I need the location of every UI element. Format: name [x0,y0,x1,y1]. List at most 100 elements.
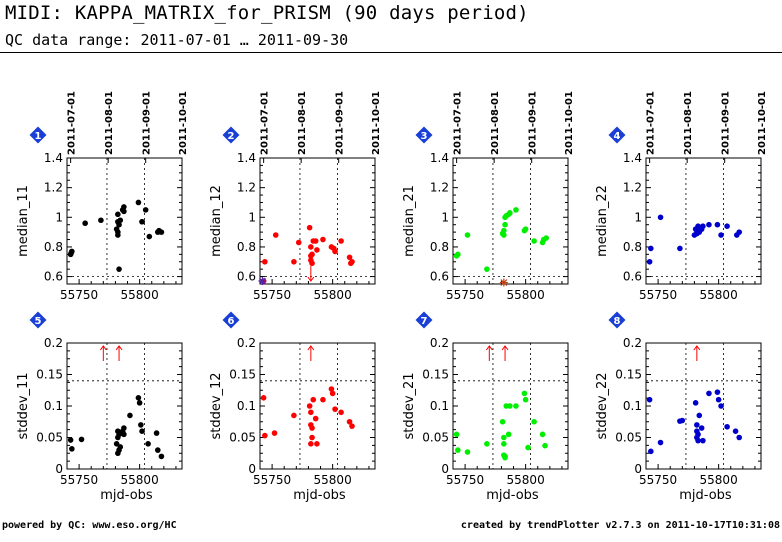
x-tick-label: 55800 [121,473,159,487]
data-point [139,428,145,435]
data-point [115,229,121,235]
footer-powered-by: powered by QC: www.eso.org/HC [2,520,177,531]
data-point [135,199,142,206]
data-point [117,444,124,450]
data-point [82,220,88,227]
panel-number: 1 [35,131,42,142]
date-tick-label: 2011-08-01 [683,91,694,155]
date-tick-label: 2011-09-01 [142,91,153,155]
page-subtitle: QC data range: 2011-07-01 … 2011-09-30 [5,31,349,49]
footer-created-by: created by trendPlotter v2.7.3 on 2011-1… [460,520,780,531]
data-point [115,211,121,218]
data-point [648,448,654,455]
y-tick-label: 1.4 [237,151,256,165]
data-point [121,204,127,210]
chart-panel-5: 0 0.05 0.1 0.15 0.2 55750 55800 stddev_11 mjd-ob… [16,311,183,503]
plot-frame [259,157,376,285]
data-point [309,251,315,258]
data-point [455,251,461,258]
outlier-arrow-head [99,345,107,351]
y-tick-label: 0.15 [422,368,449,382]
data-point [715,396,722,403]
title-divider [0,52,782,53]
panel-number: 8 [614,316,621,327]
data-point [291,412,297,419]
data-point [262,432,268,439]
outlier-arrow-head [693,345,701,351]
data-point [338,409,344,416]
plot-frame [645,157,762,285]
date-tick-label: 2011-07-01 [453,91,464,155]
panel-number: 7 [421,316,428,327]
y-tick-label: 1.2 [44,181,63,195]
x-tick-label: 55800 [121,288,159,302]
y-tick-label: 1.2 [430,181,449,195]
data-point [329,390,336,397]
y-tick-label: 0.15 [36,368,63,382]
data-point [507,403,513,409]
y-tick-label: 1.4 [430,151,449,165]
data-point [525,444,531,451]
data-point [349,423,355,429]
y-tick-label: 0.6 [430,270,449,284]
y-tick-label: 0.2 [623,336,642,350]
date-tick-label: 2011-10-01 [371,91,382,155]
y-tick-label: 1.2 [237,181,256,195]
page-title: MIDI: KAPPA_MATRIX_for_PRISM (90 days pe… [5,2,529,24]
y-tick-label: 0.6 [237,270,256,284]
data-point [648,245,654,252]
data-point [718,403,724,409]
outlier-arrow-head [307,345,315,351]
x-tick-label: 55750 [253,473,291,487]
data-point [464,449,471,455]
data-point [522,396,529,403]
y-tick-label: 0.15 [615,368,642,382]
data-point [121,425,127,431]
panel-number: 5 [35,316,42,327]
y-axis-label: median_11 [16,185,31,257]
y-tick-label: 1 [441,210,449,224]
data-point [346,254,353,261]
data-point [501,441,507,447]
y-tick-label: 1 [248,210,256,224]
data-point [499,418,506,425]
x-axis-label: mjd-obs [100,488,153,503]
panel-number: 3 [421,131,428,142]
x-axis-label: mjd-obs [679,488,732,503]
y-tick-label: 0.8 [44,240,63,254]
data-point [724,423,730,430]
data-point [260,395,267,401]
data-point [138,422,144,428]
outlier-arrow-head [115,345,123,351]
data-point [158,229,165,235]
x-tick-label: 55800 [507,473,545,487]
data-point [646,258,653,265]
data-point [346,418,353,425]
y-tick-label: 0.05 [615,431,642,445]
data-point [714,221,721,228]
y-tick-label: 0.2 [44,336,63,350]
data-point [121,208,127,215]
y-tick-label: 0.6 [623,270,642,284]
data-point [158,453,165,460]
special-marker [258,277,266,285]
y-tick-label: 0 [441,462,449,476]
chart-panel-3: 0.6 0.8 1 1.2 1.4 55750 55800 2011-07-01 2011-08… [402,91,575,302]
data-point [695,431,701,438]
plot-frame [66,342,183,470]
date-tick-label: 2011-09-01 [721,91,732,155]
plot-frame [66,157,183,285]
x-tick-label: 55800 [314,473,352,487]
data-point [69,248,75,255]
data-point [543,235,550,241]
data-point [308,244,314,250]
data-point [291,258,297,265]
data-point [657,214,664,221]
chart-panel-1: 0.6 0.8 1 1.2 1.4 55750 55800 2011-07-01 2011-08… [16,91,189,302]
data-point [464,232,471,238]
data-point [116,431,122,438]
y-axis-label: median_21 [402,185,417,257]
data-point [692,400,699,406]
y-tick-label: 1 [634,210,642,224]
